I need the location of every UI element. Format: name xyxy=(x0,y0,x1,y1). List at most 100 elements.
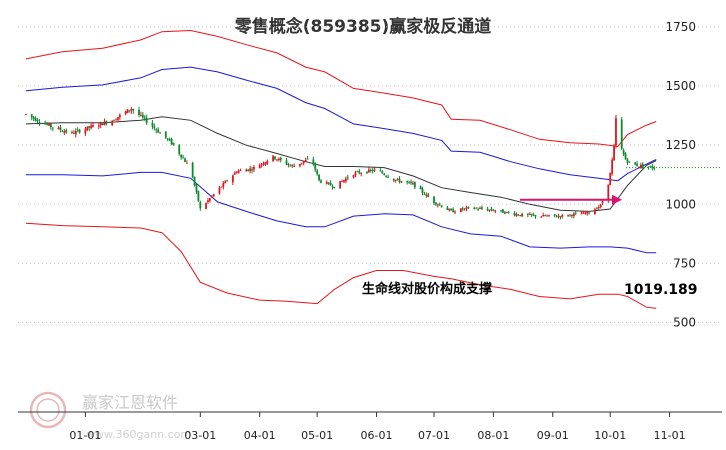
candle-body xyxy=(32,116,35,119)
candle-body xyxy=(465,207,468,209)
candle-body xyxy=(61,131,64,133)
candle-body xyxy=(507,212,510,214)
candle-body xyxy=(59,127,62,131)
candle-body xyxy=(344,178,347,182)
candle-body xyxy=(25,114,27,115)
candle-body xyxy=(178,145,181,155)
candle-body xyxy=(486,208,489,211)
candle-body xyxy=(237,170,240,173)
candle-body xyxy=(653,167,656,169)
y-tick-label: 500 xyxy=(673,316,696,330)
candle-body xyxy=(195,184,198,192)
candle-body xyxy=(521,213,524,217)
candle-body xyxy=(360,173,363,174)
candle-body xyxy=(245,169,248,172)
candle-body xyxy=(454,211,456,213)
candle-body xyxy=(182,157,184,159)
candle-body xyxy=(186,162,188,164)
candle-body xyxy=(155,129,158,131)
candle-body xyxy=(373,169,376,171)
candle-body xyxy=(385,175,388,177)
candle-body xyxy=(580,213,583,215)
candle-body xyxy=(500,210,502,212)
candle-body xyxy=(289,165,292,167)
candle-body xyxy=(595,208,598,210)
candle-body xyxy=(170,138,173,144)
x-tick-label: 03-01 xyxy=(184,429,216,442)
candle-body xyxy=(601,201,604,204)
candle-body xyxy=(306,158,309,160)
candle-body xyxy=(586,211,589,214)
candle-body xyxy=(519,215,522,216)
candle-body xyxy=(475,207,478,209)
candle-body xyxy=(92,125,94,127)
candle-body xyxy=(84,129,87,134)
candle-body xyxy=(651,166,654,169)
y-tick-label: 1250 xyxy=(665,138,696,152)
candle-body xyxy=(369,170,372,171)
candle-body xyxy=(168,139,171,141)
candle-body xyxy=(88,126,91,128)
candle-body xyxy=(63,131,66,133)
candle-body xyxy=(503,212,506,214)
candle-body xyxy=(105,121,108,124)
candle-body xyxy=(599,204,602,207)
candle-body xyxy=(184,158,186,162)
candle-body xyxy=(164,131,167,138)
candle-body xyxy=(251,169,253,171)
candle-body xyxy=(124,111,127,114)
candle-body xyxy=(440,205,443,208)
candle-body xyxy=(615,118,617,146)
candle-body xyxy=(113,120,116,121)
x-tick-label: 01-01 xyxy=(69,429,101,442)
candle-body xyxy=(436,204,439,206)
y-axis-ticks: 1750 1500 1250 1000 750 500 xyxy=(665,20,696,330)
candle-body xyxy=(546,215,548,217)
candle-body xyxy=(71,132,73,133)
candle-body xyxy=(266,161,269,164)
candle-body xyxy=(34,118,37,121)
candle-body xyxy=(233,172,236,175)
candle-body xyxy=(379,170,382,172)
candle-body xyxy=(611,159,614,174)
candle-body xyxy=(277,158,280,160)
candle-body xyxy=(48,123,50,126)
candle-body xyxy=(366,172,368,174)
candle-body xyxy=(467,206,470,208)
candle-body xyxy=(44,123,47,125)
candle-body xyxy=(438,204,441,206)
candle-body xyxy=(569,214,571,216)
candle-body xyxy=(528,214,531,216)
candle-body xyxy=(153,126,156,129)
candle-body xyxy=(400,181,403,183)
candle-body xyxy=(638,166,640,168)
candle-body xyxy=(532,214,535,216)
channel-bands xyxy=(25,29,657,309)
y-tick-label: 1500 xyxy=(665,79,696,93)
candle-body xyxy=(561,215,564,217)
candle-body xyxy=(553,214,556,216)
x-axis-ticks: 01-01 03-01 04-01 05-01 06-01 07-01 08-01 09-01… xyxy=(69,412,686,442)
candle-body xyxy=(641,163,644,168)
candle-body xyxy=(371,170,374,172)
candle-body xyxy=(479,208,481,209)
candle-body xyxy=(620,119,623,150)
candle-body xyxy=(51,127,54,129)
candle-body xyxy=(279,157,282,161)
candle-body xyxy=(555,216,558,218)
candle-body xyxy=(515,214,518,216)
candle-body xyxy=(594,209,596,215)
candle-body xyxy=(559,216,562,218)
watermark-circle-icon xyxy=(29,391,67,429)
candle-body xyxy=(544,215,546,217)
candle-body xyxy=(613,146,615,161)
candle-body xyxy=(325,182,328,184)
candle-body xyxy=(329,182,332,186)
candle-body xyxy=(212,194,215,196)
candle-body xyxy=(367,169,370,173)
candle-body xyxy=(74,131,77,135)
candle-body xyxy=(571,214,573,217)
candle-body xyxy=(459,208,462,212)
candle-body xyxy=(78,129,81,133)
candle-body xyxy=(210,196,213,198)
